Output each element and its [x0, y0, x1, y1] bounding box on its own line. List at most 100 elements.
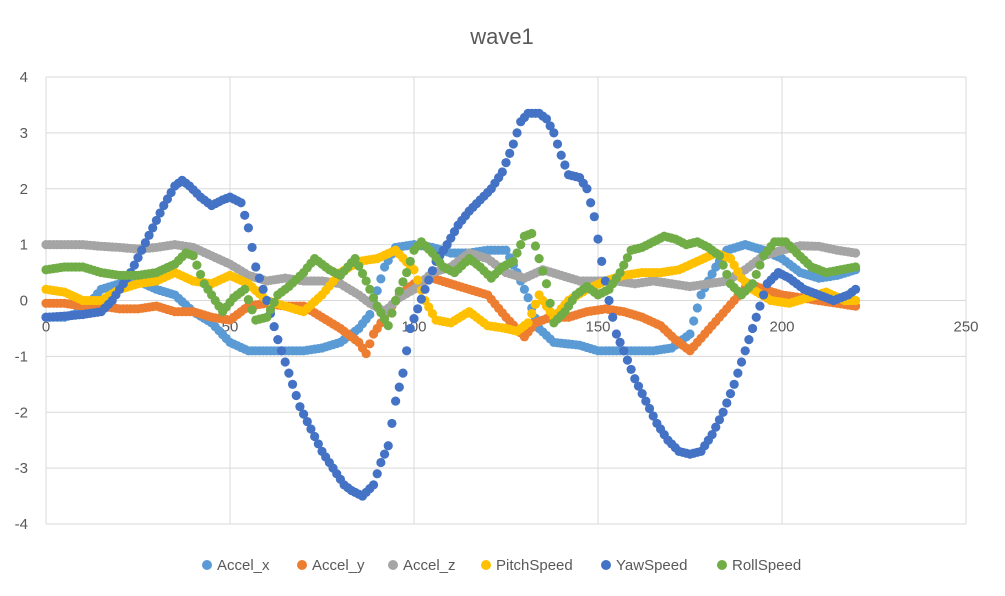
- series-layer: [41, 108, 861, 501]
- data-point: [615, 337, 625, 348]
- data-point: [545, 121, 555, 131]
- data-point: [552, 139, 563, 149]
- data-point: [192, 260, 202, 270]
- data-point: [611, 329, 622, 339]
- tick-layer: -4-3-2-101234050100150200250: [15, 69, 979, 533]
- data-point: [755, 260, 765, 270]
- data-point: [291, 390, 301, 401]
- legend-item-Accel_x[interactable]: Accel_x: [202, 557, 270, 574]
- data-point: [622, 355, 633, 365]
- data-point: [523, 318, 533, 328]
- data-point: [718, 407, 728, 417]
- legend-item-PitchSpeed[interactable]: PitchSpeed: [481, 557, 573, 574]
- data-point: [398, 277, 408, 287]
- data-point: [420, 284, 430, 294]
- legend: Accel_x Accel_y Accel_z PitchSpeed YawSpeed R…: [202, 557, 801, 574]
- data-point: [383, 441, 393, 451]
- data-point: [265, 305, 276, 315]
- data-point: [648, 411, 658, 421]
- data-point: [368, 293, 379, 303]
- data-point: [501, 245, 511, 255]
- data-point: [722, 269, 732, 280]
- legend-item-Accel_y[interactable]: Accel_y: [297, 557, 365, 574]
- data-point: [759, 290, 769, 300]
- legend-marker: [717, 560, 727, 570]
- data-point: [505, 148, 515, 158]
- data-point: [714, 415, 725, 425]
- data-point: [258, 284, 268, 294]
- data-point: [144, 230, 154, 240]
- data-point: [711, 422, 721, 432]
- legend-label: YawSpeed: [616, 557, 687, 574]
- data-point: [851, 248, 861, 258]
- data-point: [530, 241, 541, 251]
- data-point: [365, 284, 375, 294]
- data-point: [530, 299, 541, 309]
- data-point: [365, 309, 375, 320]
- data-point: [523, 293, 533, 303]
- data-point: [608, 312, 618, 322]
- data-point: [549, 128, 559, 138]
- data-point: [383, 321, 393, 331]
- data-point: [269, 321, 279, 332]
- data-point: [391, 295, 401, 306]
- data-point: [619, 346, 629, 356]
- legend-item-YawSpeed[interactable]: YawSpeed: [601, 557, 687, 574]
- data-point: [405, 323, 415, 334]
- data-point: [306, 424, 316, 434]
- data-point: [247, 242, 257, 253]
- x-tick-label: 250: [953, 319, 978, 336]
- legend-item-Accel_z[interactable]: Accel_z: [388, 557, 456, 574]
- data-point: [692, 303, 702, 313]
- data-point: [357, 268, 368, 279]
- data-point: [295, 402, 305, 412]
- data-point: [402, 267, 412, 278]
- data-point: [151, 215, 161, 226]
- data-point: [586, 198, 596, 208]
- data-point: [615, 267, 625, 278]
- data-point: [740, 346, 750, 356]
- data-point: [148, 223, 158, 233]
- data-point: [240, 210, 250, 220]
- legend-label: PitchSpeed: [496, 557, 573, 574]
- data-point: [133, 253, 143, 263]
- data-point: [633, 381, 644, 391]
- data-point: [729, 379, 739, 389]
- data-point: [372, 469, 382, 479]
- data-point: [416, 294, 426, 304]
- data-point: [262, 295, 272, 306]
- legend-item-RollSpeed[interactable]: RollSpeed: [717, 557, 801, 574]
- data-point: [243, 294, 253, 305]
- data-point: [556, 150, 566, 160]
- y-tick-label: 4: [20, 69, 28, 86]
- data-point: [501, 158, 511, 168]
- data-point: [188, 251, 198, 261]
- data-point: [589, 212, 599, 222]
- data-point: [302, 416, 312, 427]
- legend-label: Accel_x: [217, 557, 270, 574]
- data-point: [736, 357, 747, 367]
- data-point: [630, 374, 640, 384]
- data-point: [365, 339, 375, 349]
- data-point: [527, 228, 537, 239]
- data-point: [718, 260, 728, 270]
- data-point: [689, 316, 699, 326]
- data-point: [409, 314, 419, 324]
- data-point: [512, 248, 522, 258]
- y-tick-label: 1: [20, 237, 28, 254]
- data-point: [751, 269, 761, 280]
- data-point: [287, 379, 298, 389]
- data-point: [747, 323, 758, 334]
- data-point: [619, 260, 629, 270]
- data-point: [641, 396, 651, 406]
- data-point: [725, 389, 736, 399]
- data-point: [755, 301, 765, 311]
- x-tick-label: 200: [769, 319, 794, 336]
- data-point: [534, 253, 544, 264]
- data-point: [402, 346, 412, 356]
- series-RollSpeed: [41, 228, 861, 331]
- data-point: [541, 114, 552, 124]
- legend-marker: [202, 560, 212, 570]
- data-point: [354, 261, 364, 271]
- data-point: [361, 348, 371, 359]
